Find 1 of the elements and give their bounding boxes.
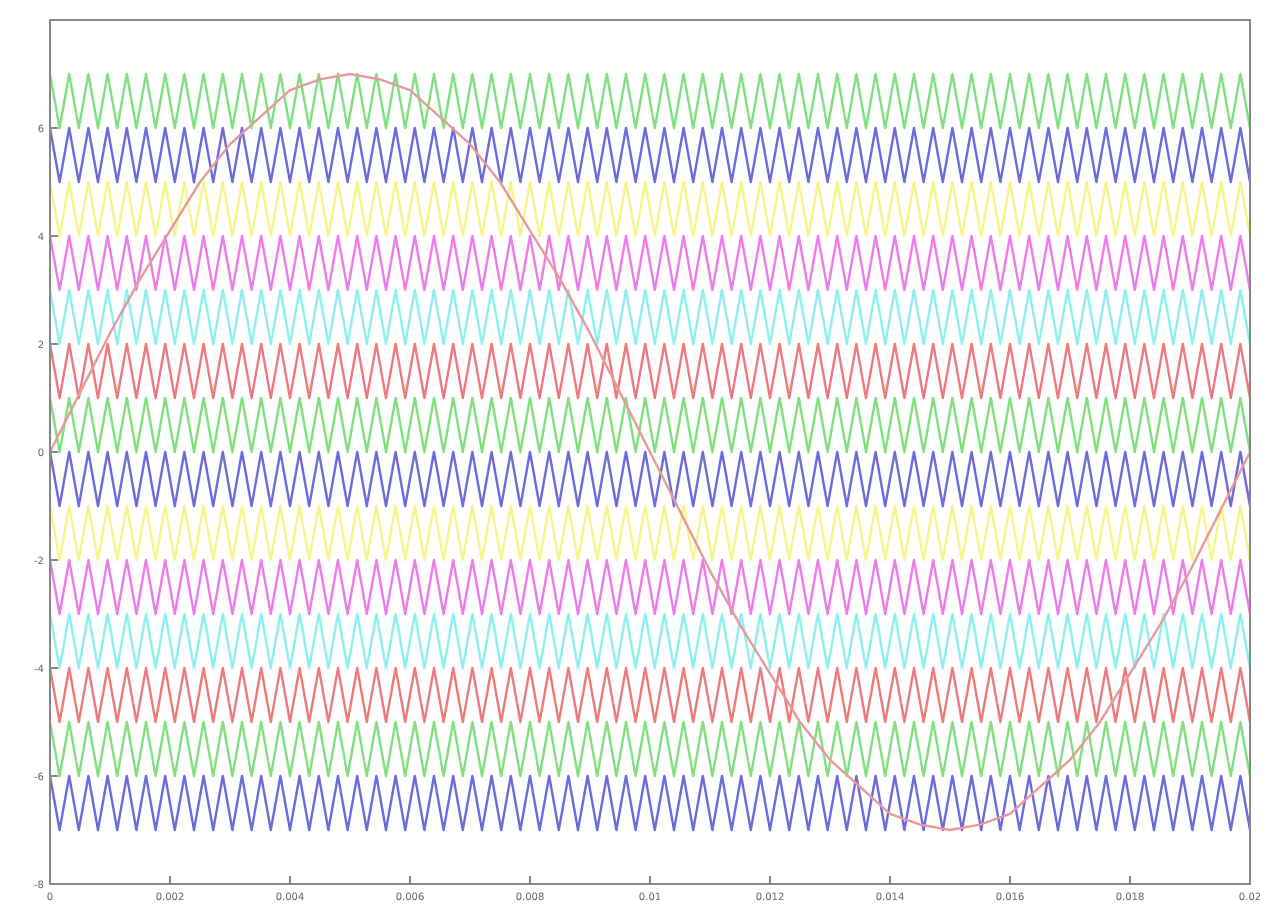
line-series bbox=[48, 72, 1252, 832]
